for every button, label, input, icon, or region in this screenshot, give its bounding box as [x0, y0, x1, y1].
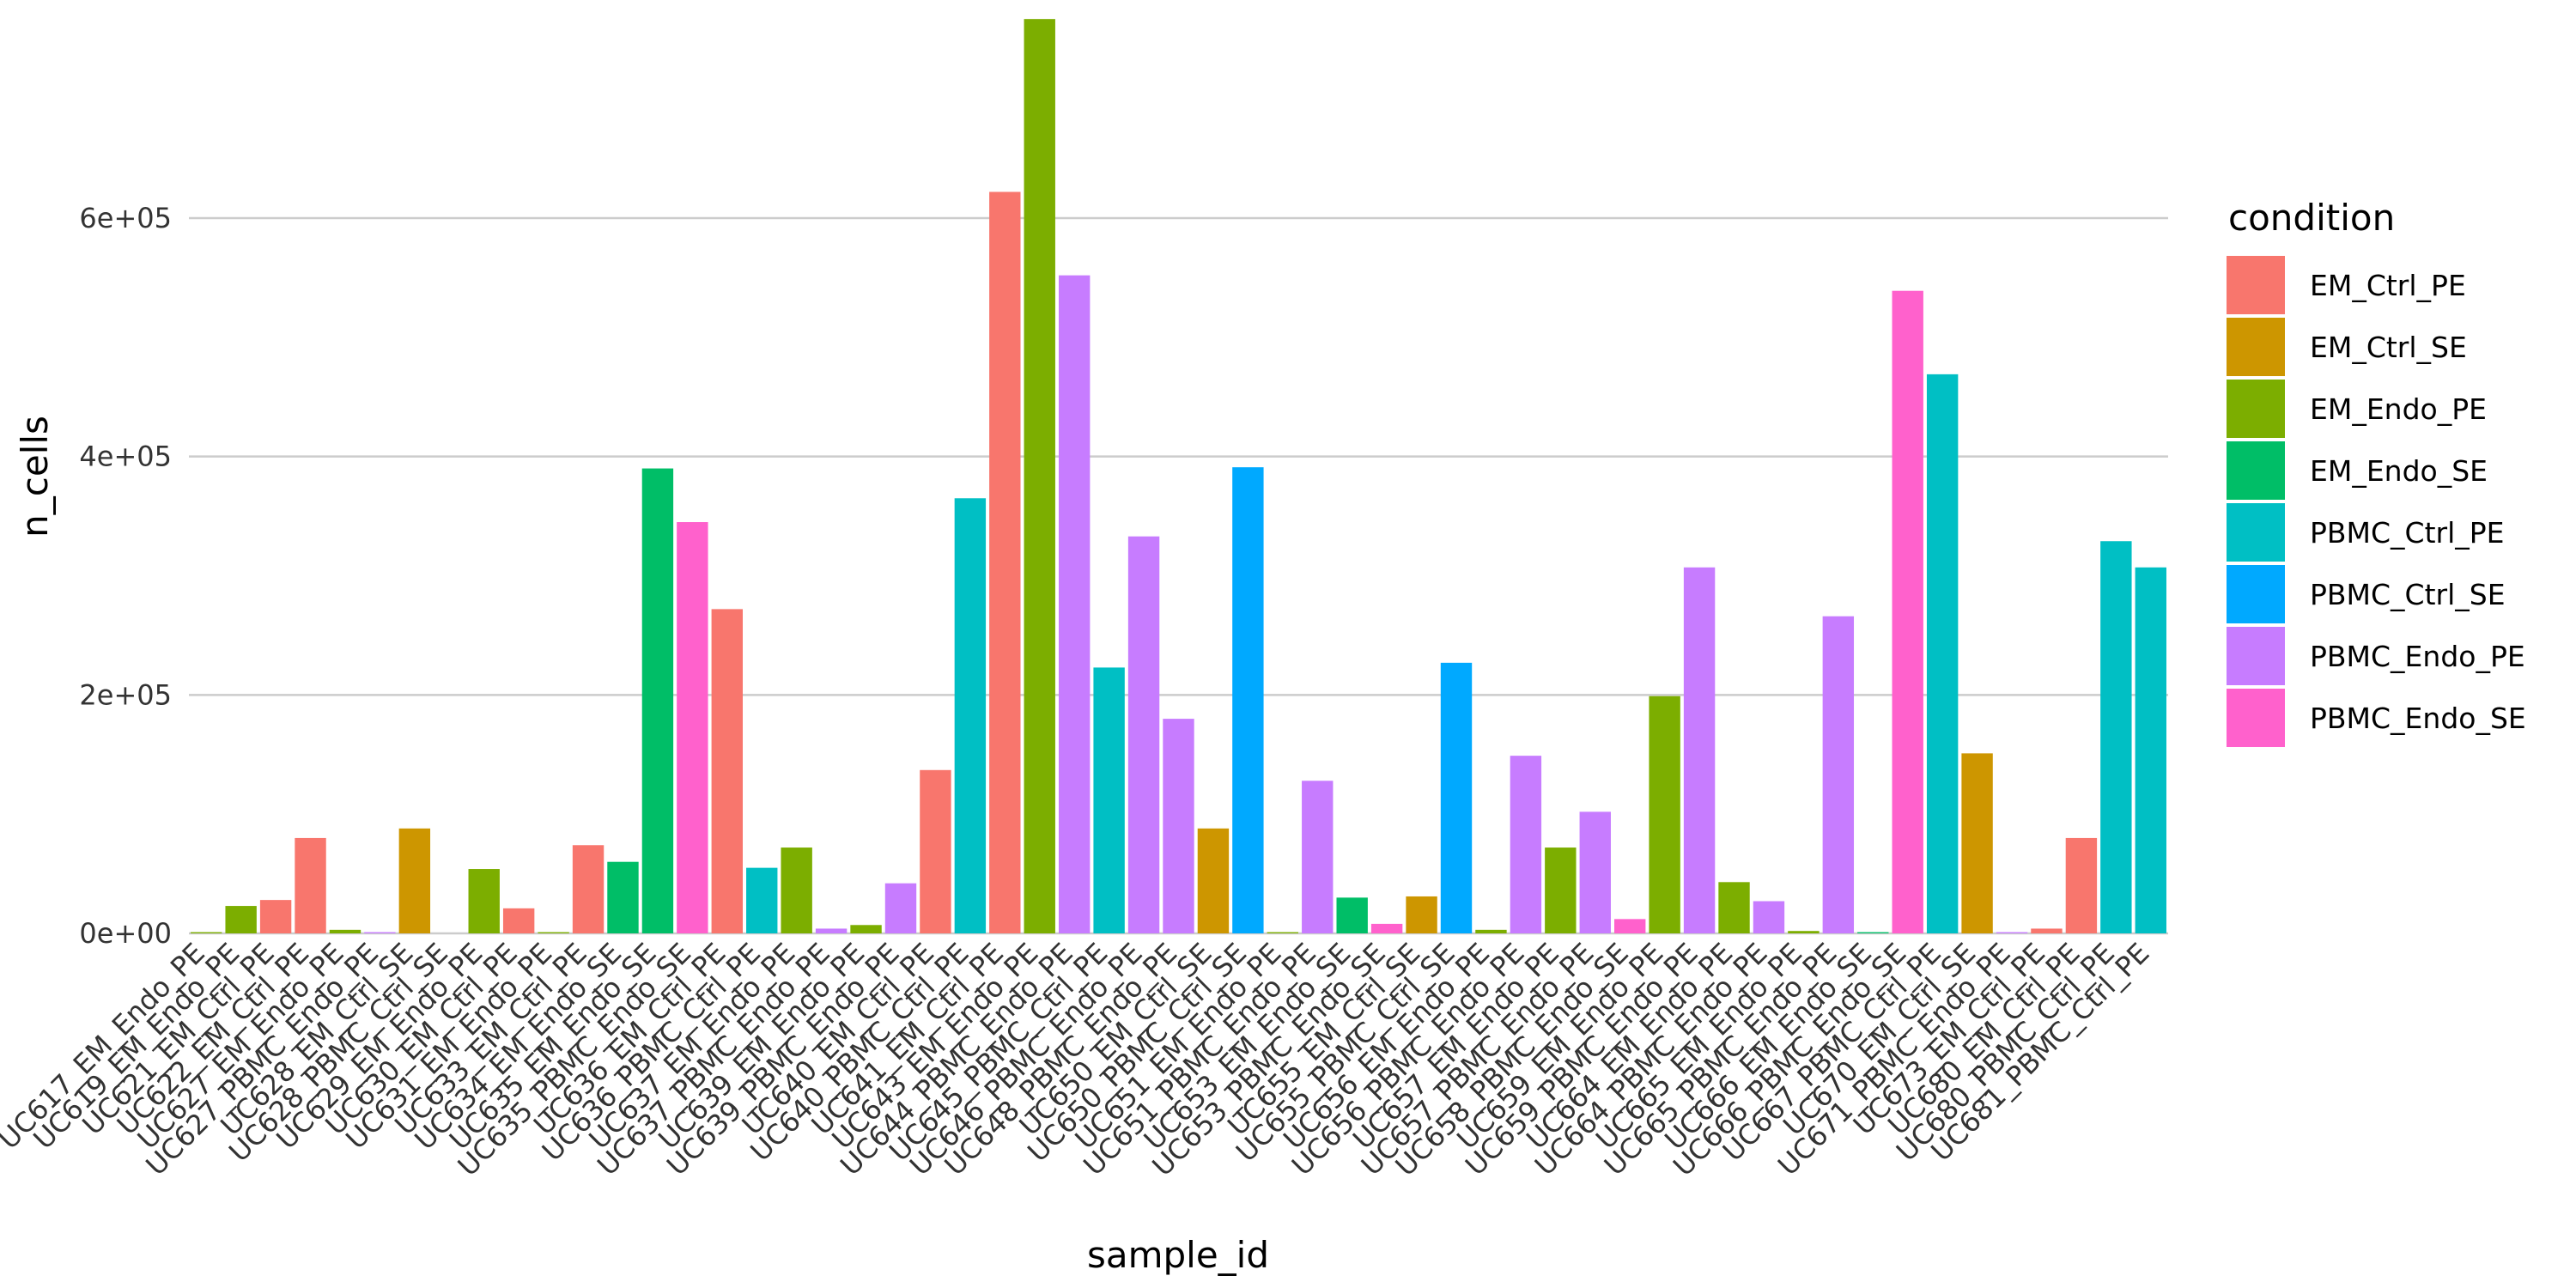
bar-uc666-pbmc-endo-se — [1892, 290, 1923, 933]
y-tick-label: 2e+05 — [79, 678, 172, 711]
bar-uc659-pbmc-endo-pe — [1683, 567, 1716, 933]
legend-label: PBMC_Ctrl_SE — [2310, 578, 2506, 611]
bar-uc659-em-endo-pe — [1649, 696, 1680, 933]
bar-uc665-pbmc-endo-pe — [1822, 616, 1855, 933]
bar-uc637-pbmc-endo-pe — [815, 928, 848, 933]
y-tick-label: 0e+00 — [79, 917, 172, 950]
bar-uc657-pbmc-endo-pe — [1579, 811, 1611, 933]
bar-uc621-em-ctrl-pe — [259, 900, 292, 933]
legend-swatch — [2227, 441, 2285, 500]
y-tick-label: 6e+05 — [79, 202, 172, 234]
x-axis-title: sample_id — [1087, 1234, 1269, 1276]
legend-label: EM_Ctrl_SE — [2310, 331, 2467, 364]
bar-uc667-pbmc-ctrl-pe — [1926, 374, 1959, 933]
bar-uc645-pbmc-ctrl-pe — [1093, 667, 1125, 933]
bar-uc643-em-endo-pe — [1024, 19, 1055, 934]
bar-uc656-em-endo-pe — [1475, 929, 1507, 933]
bar-uc629-em-endo-pe — [468, 869, 500, 933]
bar-uc673-em-ctrl-pe — [2031, 928, 2063, 933]
bar-uc646-pbmc-endo-pe — [1127, 536, 1160, 933]
legend-label: EM_Endo_SE — [2310, 454, 2488, 488]
y-tick-label: 4e+05 — [79, 440, 172, 473]
bar-uc653-em-endo-se — [1336, 897, 1368, 933]
bar-uc653-pbmc-endo-se — [1370, 923, 1403, 933]
bar-uc622-em-ctrl-pe — [295, 837, 326, 933]
bar-uc664-em-endo-pe — [1718, 882, 1750, 933]
bar-uc665-em-endo-pe — [1788, 931, 1820, 933]
bar-uc630-em-ctrl-pe — [502, 908, 535, 933]
bar-uc640-em-ctrl-pe — [920, 769, 951, 933]
legend-swatch — [2227, 503, 2285, 562]
bar-uc664-pbmc-endo-pe — [1753, 901, 1785, 933]
legend-title: condition — [2228, 197, 2395, 239]
legend-swatch — [2227, 689, 2285, 747]
legend-label: EM_Endo_PE — [2310, 392, 2487, 426]
bar-uc628-em-ctrl-se — [398, 828, 431, 933]
legend: condition EM_Ctrl_PE EM_Ctrl_SE EM_Endo_PE… — [2227, 197, 2526, 747]
bar-uc651-pbmc-endo-pe — [1302, 781, 1334, 933]
legend-swatch — [2227, 565, 2285, 623]
legend-label: EM_Ctrl_PE — [2310, 269, 2466, 302]
bar-uc655-pbmc-ctrl-se — [1440, 662, 1473, 933]
bars-group — [191, 19, 2166, 934]
bar-uc636-pbmc-ctrl-pe — [746, 867, 778, 933]
bar-uc627-em-endo-pe — [329, 929, 361, 933]
bar-uc641-em-ctrl-pe — [989, 191, 1021, 934]
bar-uc680-em-ctrl-pe — [2065, 837, 2098, 933]
bar-uc681-pbmc-ctrl-pe — [2135, 567, 2166, 933]
bar-uc648-pbmc-endo-pe — [1163, 719, 1194, 933]
bar-uc670-em-ctrl-se — [1961, 753, 1993, 933]
bar-uc639-em-endo-pe — [850, 925, 882, 933]
legend-swatch — [2227, 318, 2285, 376]
bar-uc640-pbmc-ctrl-pe — [954, 498, 987, 933]
legend-items: EM_Ctrl_PE EM_Ctrl_SE EM_Endo_PE EM_Endo_SE… — [2227, 256, 2526, 747]
bar-uc619-em-endo-pe — [225, 906, 257, 933]
bar-uc635-em-endo-se — [641, 468, 674, 933]
legend-swatch — [2227, 627, 2285, 685]
bar-uc634-em-endo-se — [607, 861, 639, 933]
bar-uc656-pbmc-endo-pe — [1510, 756, 1542, 933]
legend-label: PBMC_Endo_PE — [2310, 640, 2525, 673]
bar-uc657-em-endo-pe — [1545, 848, 1577, 933]
bar-uc644-pbmc-endo-pe — [1058, 275, 1091, 933]
legend-swatch — [2227, 256, 2285, 314]
bar-uc655-em-ctrl-se — [1406, 896, 1437, 933]
bar-uc636-em-ctrl-pe — [711, 609, 743, 933]
legend-swatch — [2227, 380, 2285, 438]
bar-uc650-pbmc-ctrl-se — [1232, 467, 1264, 933]
legend-label: PBMC_Endo_SE — [2310, 702, 2526, 735]
legend-label: PBMC_Ctrl_PE — [2310, 516, 2505, 550]
x-axis: UC617_EM_Endo_PEUC619_EM_Endo_PEUC621_EM… — [0, 937, 2155, 1182]
plot-panel — [189, 19, 2168, 935]
bar-uc658-pbmc-endo-se — [1614, 919, 1646, 933]
bar-uc637-em-endo-pe — [781, 848, 812, 933]
bar-uc650-em-ctrl-se — [1197, 828, 1230, 933]
bar-uc680-pbmc-ctrl-pe — [2100, 541, 2132, 933]
y-axis-title: n_cells — [14, 416, 56, 538]
bar-uc635-pbmc-endo-se — [677, 522, 708, 933]
y-axis: 0e+00 2e+05 4e+05 6e+05 — [79, 202, 172, 950]
bar-uc639-pbmc-endo-pe — [884, 883, 917, 933]
bar-uc633-em-ctrl-pe — [572, 845, 605, 933]
